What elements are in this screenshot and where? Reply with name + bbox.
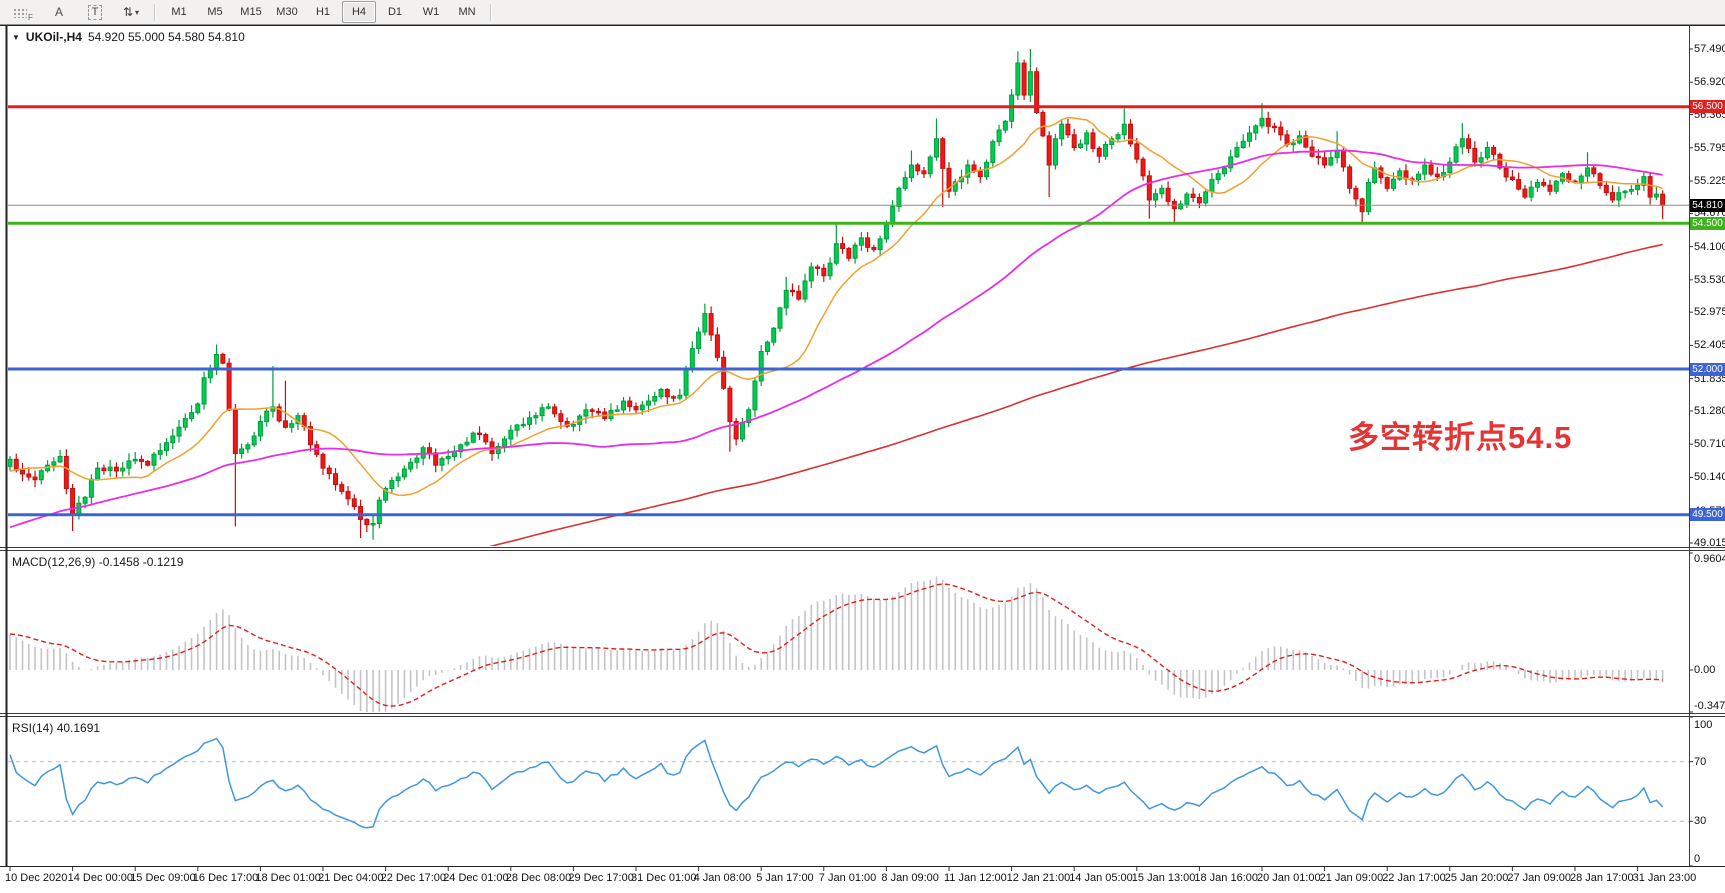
time-axis-label: 21 Jan 09:00	[1319, 872, 1384, 884]
price-axis-tick: 51.280	[1694, 404, 1725, 417]
time-axis-label: 7 Jan 01:00	[818, 872, 877, 884]
macd-axis-tick: 0.00	[1694, 663, 1716, 676]
price-axis-tick: 51.835	[1694, 372, 1725, 385]
price-axis-tick: 52.975	[1694, 306, 1725, 319]
ma-line-13	[9, 116, 1663, 496]
time-axis-label: 18 Dec 01:00	[255, 872, 321, 884]
time-axis-label: 28 Dec 08:00	[505, 872, 572, 884]
macd-axis-tick: 0.9604	[1694, 553, 1725, 565]
time-axis-label: 22 Jan 17:00	[1382, 872, 1446, 884]
chart-title: ▼ UKOil-,H4 54.920 55.000 54.580 54.810	[12, 30, 245, 44]
text-tool-label: A	[54, 5, 63, 19]
macd-values: -0.1458 -0.1219	[98, 555, 184, 569]
rsi-line	[9, 737, 1664, 829]
time-axis-label: 25 Jan 20:00	[1444, 872, 1509, 884]
price-badge-52.000: 52.000	[1690, 362, 1725, 376]
price-axis-tick: 55.225	[1694, 175, 1725, 188]
toolbar-separator	[490, 3, 492, 21]
time-axis-label: 28 Jan 17:00	[1570, 872, 1634, 884]
macd-signal-line	[9, 583, 1663, 707]
text-tool-button[interactable]: A	[42, 1, 76, 23]
time-axis-label: 31 Jan 23:00	[1632, 872, 1697, 884]
macd-layer	[9, 576, 1664, 712]
time-axis-label: 14 Dec 00:00	[67, 872, 134, 884]
timeframe-button-M30[interactable]: M30	[276, 6, 298, 18]
time-axis-label: 18 Jan 16:00	[1194, 872, 1259, 884]
time-axis-label: 5 Jan 17:00	[756, 872, 814, 884]
price-badge-54.500: 54.500	[1690, 216, 1725, 230]
timeframe-button-M1[interactable]: M1	[171, 6, 187, 18]
grid-tool-label: F	[28, 13, 33, 22]
time-axis-label: 24 Dec 01:00	[443, 872, 509, 884]
textbox-tool-button[interactable]: T	[78, 1, 112, 23]
price-axis-tick: 52.405	[1694, 339, 1725, 352]
macd-indicator-label: MACD(12,26,9) -0.1458 -0.1219	[12, 555, 184, 569]
rsi-axis-tick: 30	[1694, 815, 1707, 828]
ma-line-60	[9, 149, 1663, 529]
time-axis-label: 20 Jan 01:00	[1257, 872, 1321, 884]
time-axis-label: 11 Jan 12:00	[944, 872, 1007, 884]
chevron-down-icon: ▾	[135, 7, 140, 17]
timeframe-group: M1 M5 M15 M30 H1 H4 D1 W1 MN	[161, 1, 485, 23]
toolbar-separator	[154, 3, 156, 21]
cycle-arrows-icon: ⇅	[122, 5, 134, 19]
macd-axis-tick: -0.3473	[1694, 700, 1725, 712]
time-axis-label: 31 Dec 01:00	[631, 872, 697, 884]
grid-tool-button[interactable]: F	[6, 1, 40, 23]
price-badge-49.500: 49.500	[1690, 508, 1725, 522]
time-axis-label: 8 Jan 09:00	[881, 872, 939, 884]
price-badge-54.810: 54.810	[1690, 198, 1725, 212]
timeframe-button-H1[interactable]: H1	[315, 6, 331, 18]
time-axis-label: 10 Dec 2020	[5, 872, 68, 884]
rsi-indicator-label: RSI(14) 40.1691	[12, 721, 101, 735]
price-badge-56.500: 56.500	[1690, 100, 1725, 114]
time-axis-label: 15 Jan 13:00	[1131, 872, 1196, 884]
time-axis-label: 12 Jan 21:00	[1006, 872, 1071, 884]
price-axis-tick: 57.490	[1694, 43, 1725, 55]
dropdown-triangle-icon: ▼	[12, 32, 20, 42]
toolbar: F A T ⇅ ▾ M1 M5 M15 M30 H1 H4 D1 W1 MN	[0, 0, 1725, 25]
symbol-timeframe-label: UKOil-,H4	[25, 30, 82, 44]
rsi-axis-tick: 0	[1694, 853, 1701, 865]
timeframe-button-W1[interactable]: W1	[422, 6, 440, 18]
timeframe-button-M15[interactable]: M15	[240, 6, 262, 18]
time-axis-label: 4 Jan 08:00	[693, 872, 752, 884]
time-axis-label: 15 Dec 09:00	[130, 872, 196, 884]
price-axis-tick: 53.530	[1694, 273, 1725, 286]
chart-text-annotation[interactable]: 多空转折点54.5	[1348, 420, 1573, 455]
time-axis-label: 14 Jan 05:00	[1069, 872, 1133, 884]
ma-line-200	[488, 243, 1663, 546]
timeframe-button-D1[interactable]: D1	[387, 6, 403, 18]
ohlc-values: 54.920 55.000 54.580 54.810	[87, 30, 245, 44]
timeframe-button-H4[interactable]: H4	[342, 1, 376, 23]
time-axis-label: 29 Dec 17:00	[568, 872, 634, 884]
cycle-tool-button[interactable]: ⇅ ▾	[114, 1, 148, 23]
textbox-tool-label: T	[87, 4, 103, 20]
timeframe-button-MN[interactable]: MN	[458, 6, 476, 18]
grid-dots-icon	[13, 6, 28, 18]
price-axis-tick: 50.140	[1694, 471, 1725, 484]
time-axis-label: 21 Dec 04:00	[318, 872, 384, 884]
time-axis-label: 16 Dec 17:00	[192, 872, 259, 884]
price-axis-tick: 50.710	[1694, 438, 1725, 451]
price-axis-tick: 54.100	[1694, 240, 1725, 253]
time-axis-label: 22 Dec 17:00	[380, 872, 447, 884]
price-axis-tick: 56.920	[1694, 76, 1725, 89]
time-axis-label: 27 Jan 09:00	[1507, 872, 1572, 884]
rsi-axis-tick: 70	[1694, 755, 1707, 768]
timeframe-button-M5[interactable]: M5	[207, 6, 223, 18]
price-axis-tick: 49.015	[1694, 537, 1725, 549]
price-axis-tick: 55.795	[1694, 141, 1725, 154]
rsi-axis-tick: 100	[1694, 719, 1713, 731]
rsi-value: 40.1691	[56, 721, 101, 735]
